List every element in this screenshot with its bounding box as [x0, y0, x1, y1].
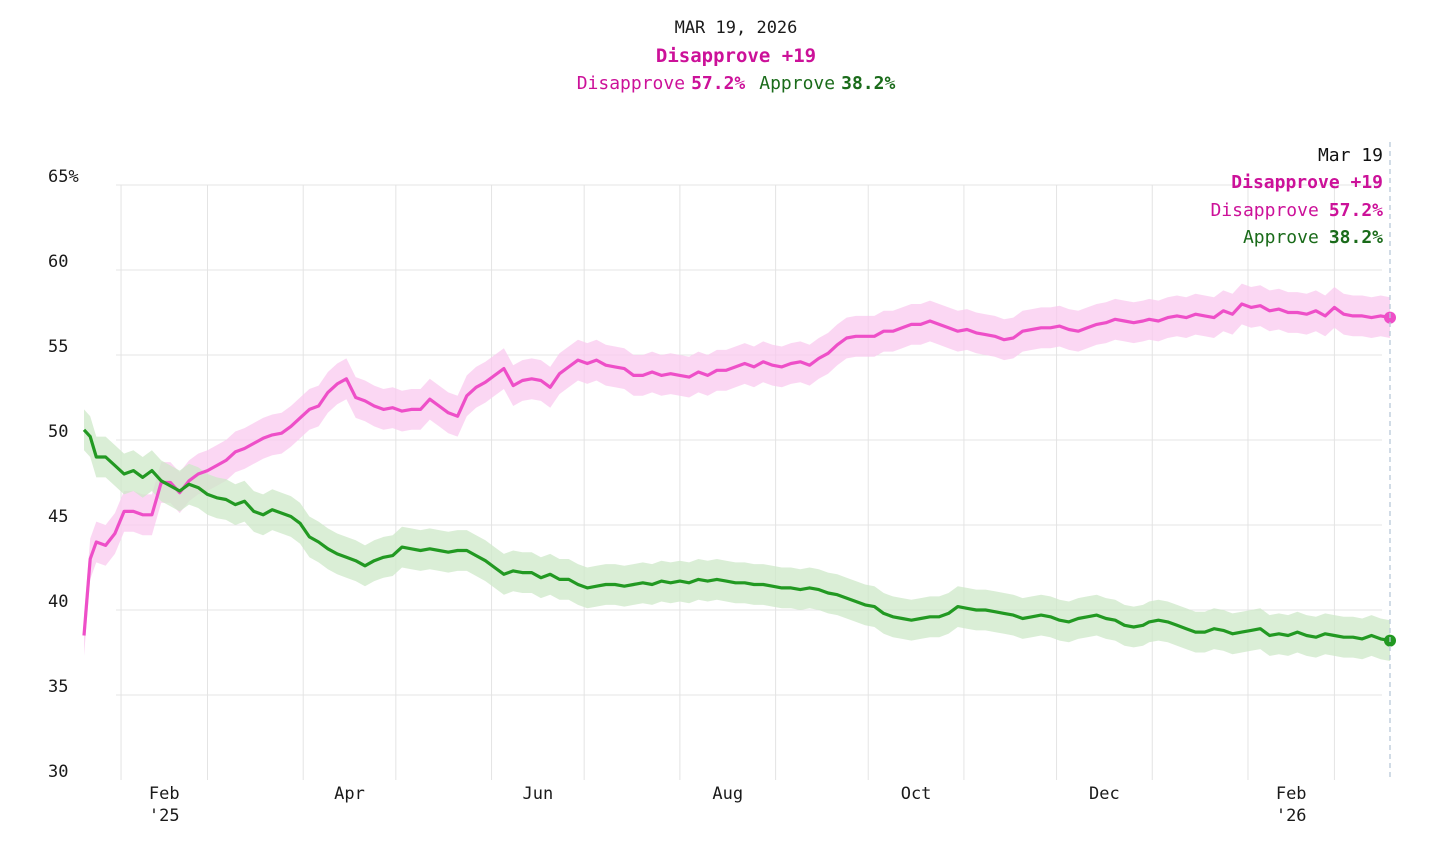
y-tick-label: 60 [48, 252, 68, 272]
tooltip-approve-value: 38.2% [1329, 227, 1383, 248]
x-tick-label: Oct [901, 784, 932, 804]
tooltip-lead: Disapprove +19 [1231, 172, 1383, 193]
x-tick-label: Feb [149, 784, 180, 804]
x-tick-label: Aug [712, 784, 743, 804]
disapprove-uncertainty-band [84, 283, 1390, 656]
x-tick-year-label: '26 [1276, 806, 1307, 826]
tooltip-approve-label: Approve [1243, 227, 1319, 248]
header-disapprove-label: Disapprove [576, 73, 686, 94]
x-tick-label: Apr [334, 784, 365, 804]
x-tick-year-label: '25 [149, 806, 180, 826]
tooltip-disapprove-value: 57.2% [1329, 200, 1383, 221]
x-tick-label: Feb [1276, 784, 1307, 804]
y-tick-label: 40 [48, 592, 68, 612]
header-date: MAR 19, 2026 [674, 18, 798, 38]
header-values: Disapprove 57.2% Approve 38.2% [0, 70, 1456, 98]
tooltip-date: Mar 19 [1318, 145, 1383, 166]
tooltip-disapprove: Disapprove 57.2% [1210, 200, 1383, 221]
x-tick-label: Dec [1089, 784, 1120, 804]
y-tick-label: 45 [48, 507, 68, 527]
y-tick-label: 50 [48, 422, 68, 442]
x-tick-label: Jun [522, 784, 553, 804]
y-tick-label: 35 [48, 677, 68, 697]
line-layer [82, 302, 1396, 647]
y-tick-label: 55 [48, 337, 68, 357]
header-lead: Disapprove +19 [655, 45, 817, 67]
y-tick-label: 30 [48, 762, 68, 782]
header-approve-label: Approve [759, 73, 836, 94]
band-layer [84, 283, 1390, 661]
header-approve-value: 38.2% [841, 73, 896, 94]
approve-uncertainty-band [84, 409, 1390, 661]
grid-layer [116, 184, 1382, 780]
chart-header: MAR 19, 2026 Disapprove +19 Disapprove 57… [0, 14, 1456, 98]
disapprove-line [82, 302, 1391, 636]
hover-tooltip: Mar 19 Disapprove +19 Disapprove 57.2% Ap… [1210, 142, 1391, 780]
approve-line [82, 428, 1391, 643]
tooltip-disapprove-label: Disapprove [1210, 200, 1318, 221]
y-tick-label: 65% [48, 167, 79, 187]
header-disapprove-value: 57.2% [691, 73, 746, 94]
tooltip-approve: Approve 38.2% [1243, 227, 1383, 248]
